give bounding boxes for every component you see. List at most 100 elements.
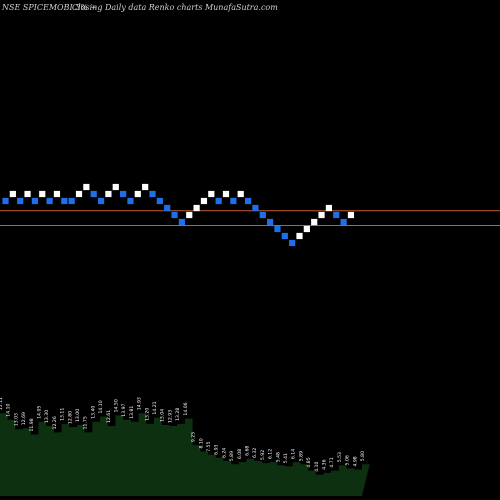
volume-label-41: 4.85 [306,457,312,467]
renko-brick-47-down [340,218,347,226]
volume-label-15: 12.61 [106,410,112,423]
volume-label-37: 5.48 [275,452,281,462]
chart-description-label: Closing Daily data Renko charts MunafaSu… [72,3,278,12]
chart-symbol-label: NSE SPICEMOBI 3% ~ [2,3,98,12]
volume-label-20: 13.20 [144,408,150,421]
renko-brick-29-up [208,190,215,198]
volume-label-38: 5.41 [283,453,289,463]
renko-brick-42-up [303,225,310,233]
volume-label-13: 13.40 [90,406,96,419]
renko-brick-1-down [2,197,9,205]
renko-brick-18-down [127,197,134,205]
volume-label-26: 9.25 [191,432,197,442]
volume-label-19: 14.93 [137,397,143,410]
volume-label-10: 12.80 [67,411,73,424]
renko-brick-8-up [53,190,61,198]
volume-label-32: 6.08 [237,449,243,459]
volume-label-18: 13.81 [129,406,135,419]
renko-brick-2-up [9,190,16,198]
volume-label-4: 12.69 [21,412,27,425]
renko-brick-16-up [112,183,119,191]
renko-brick-19-up [134,190,141,198]
renko-brick-48-up [347,211,355,219]
renko-brick-11-up [75,190,83,198]
renko-brick-45-up [325,204,332,212]
volume-label-46: 5.06 [345,455,351,465]
renko-brick-10-down [68,197,75,205]
renko-brick-3-down [17,197,24,205]
volume-label-6: 14.05 [37,406,43,419]
volume-label-22: 13.04 [160,409,166,422]
renko-brick-15-up [105,190,112,198]
renko-brick-20-up [142,183,149,191]
renko-brick-22-down [156,197,163,205]
renko-brick-33-up [237,190,244,198]
volume-label-44: 4.71 [329,457,335,467]
renko-brick-25-down [178,218,185,226]
volume-label-1: 15.11 [0,397,4,410]
volume-label-40: 5.89 [298,451,304,461]
renko-brick-23-down [164,204,171,212]
volume-label-2: 14.10 [6,403,12,416]
volume-label-34: 6.32 [252,448,258,458]
renko-brick-28-up [200,197,208,205]
renko-brick-6-up [39,190,46,198]
volume-label-16: 14.50 [114,399,120,412]
renko-brick-46-down [333,211,340,219]
volume-label-17: 13.97 [121,403,127,416]
reference-lines [0,210,500,226]
volume-label-48: 5.80 [360,451,366,461]
renko-brick-12-up [83,183,90,191]
renko-brick-39-down [281,232,288,240]
volume-label-25: 14.06 [183,402,189,415]
renko-brick-36-down [259,211,266,219]
volume-label-31: 5.89 [229,451,235,461]
volume-label-23: 12.93 [167,410,173,423]
renko-brick-17-down [120,190,127,198]
volume-label-35: 5.92 [260,450,266,460]
renko-brick-7-down [46,197,53,205]
renko-brick-32-down [230,197,237,205]
volume-label-30: 6.24 [221,448,227,458]
renko-brick-31-up [222,190,230,198]
renko-brick-27-up [193,204,200,212]
renko-brick-4-up [24,190,31,198]
renko-brick-43-up [311,218,318,226]
volume-label-9: 13.11 [60,408,66,421]
renko-bricks [2,183,355,247]
volume-label-14: 14.10 [98,400,104,413]
volume-label-21: 14.21 [152,401,158,414]
volume-label-8: 12.26 [52,416,58,429]
renko-brick-41-up [296,232,303,240]
volume-label-7: 13.30 [44,410,50,423]
renko-brick-21-down [149,190,156,198]
renko-brick-38-down [274,225,281,233]
volume-label-45: 5.53 [337,452,343,462]
renko-brick-35-down [252,204,259,212]
renko-brick-30-down [215,197,222,205]
renko-brick-40-down [289,239,296,247]
volume-label-5: 11.98 [29,418,35,431]
volume-label-39: 6.14 [291,449,297,459]
renko-brick-5-down [31,197,38,205]
volume-area [0,413,370,496]
renko-brick-34-down [244,197,252,205]
renko-brick-14-down [97,197,105,205]
volume-label-28: 7.55 [206,441,212,451]
volume-label-36: 6.12 [268,449,274,459]
volume-label-27: 8.10 [198,438,204,448]
volume-label-29: 6.93 [214,444,220,454]
renko-brick-37-down [267,218,274,226]
volume-label-47: 4.98 [352,456,358,466]
volume-label-11: 13.00 [75,409,81,422]
volume-label-33: 6.68 [245,446,251,456]
volume-label-43: 4.36 [322,459,328,469]
volume-label-42: 4.10 [314,461,320,471]
renko-brick-26-up [186,211,193,219]
renko-brick-9-down [61,197,68,205]
renko-brick-44-up [318,211,325,219]
volume-label-24: 13.28 [175,408,181,421]
